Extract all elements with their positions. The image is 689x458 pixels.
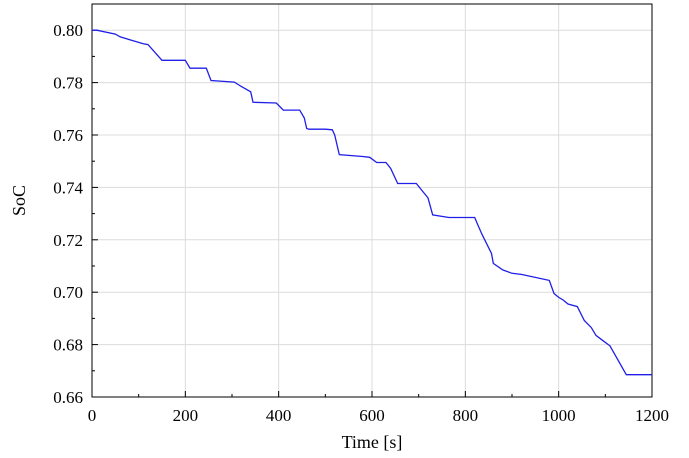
- x-tick-label: 800: [453, 406, 479, 425]
- y-tick-label: 0.72: [53, 231, 83, 250]
- x-tick-label: 1000: [542, 406, 576, 425]
- y-tick-label: 0.78: [53, 74, 83, 93]
- x-tick-label: 200: [173, 406, 199, 425]
- x-tick-label: 600: [359, 406, 385, 425]
- y-tick-label: 0.66: [53, 388, 83, 407]
- grid: [92, 4, 652, 397]
- y-tick-labels: 0.66 0.68 0.70 0.72 0.74 0.76 0.78 0.80: [53, 21, 83, 407]
- x-tick-label: 1200: [635, 406, 669, 425]
- axis-ticks: [91, 29, 653, 398]
- y-tick-label: 0.70: [53, 283, 83, 302]
- y-tick-label: 0.68: [53, 336, 83, 355]
- x-axis-label: Time [s]: [342, 432, 403, 452]
- y-tick-label: 0.74: [53, 178, 83, 197]
- x-tick-label: 400: [266, 406, 292, 425]
- y-tick-label: 0.80: [53, 21, 83, 40]
- x-tick-labels: 0 200 400 600 800 1000 1200: [88, 406, 669, 425]
- series-line-soc: [92, 29, 652, 376]
- y-tick-label: 0.76: [53, 126, 83, 145]
- y-axis-label: SoC: [9, 185, 29, 216]
- x-tick-label: 0: [88, 406, 97, 425]
